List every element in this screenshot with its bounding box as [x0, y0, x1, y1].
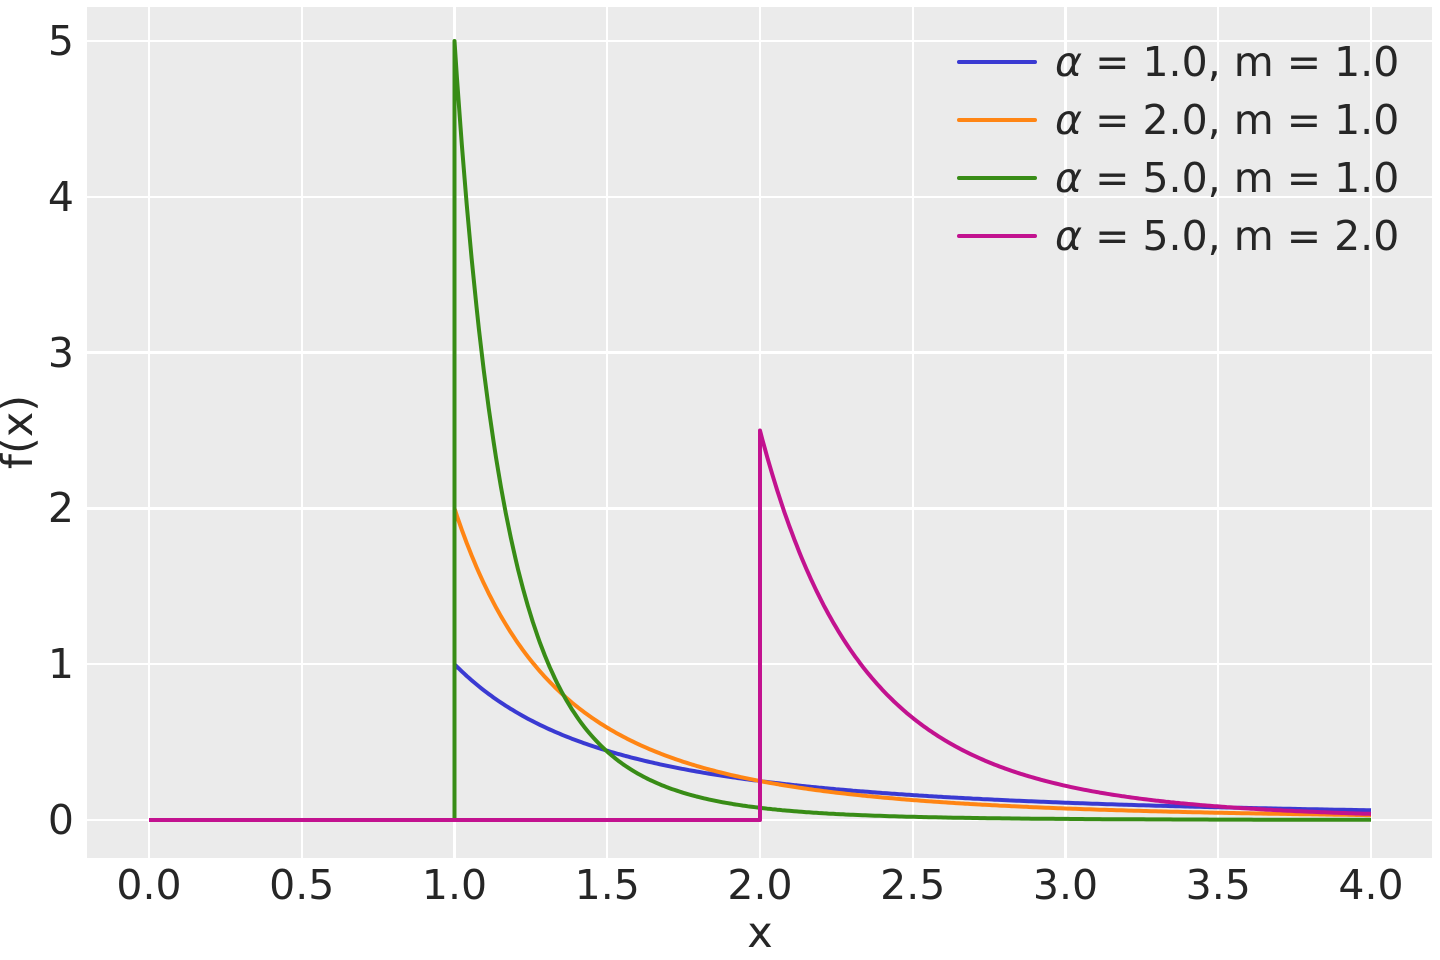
- curve-series-3: [149, 428, 1372, 822]
- gridline-y-5: [87, 39, 1432, 43]
- legend: α = 1.0, m = 1.0 α = 2.0, m = 1.0 α = 5.0,…: [957, 33, 1399, 265]
- y-tick-label-4: 4: [47, 172, 74, 221]
- plot-area: α = 1.0, m = 1.0 α = 2.0, m = 1.0 α = 5.0,…: [87, 7, 1432, 858]
- x-tick-label-1.5: 1.5: [574, 861, 640, 909]
- gridline-x-3: [1064, 7, 1067, 858]
- y-tick-label-5: 5: [47, 17, 74, 65]
- x-tick-label-4.0: 4.0: [1338, 861, 1404, 909]
- legend-line-swatch-1: [957, 117, 1037, 123]
- legend-label-text: = 2.0, m = 1.0: [1082, 96, 1400, 144]
- x-axis-label: x: [747, 908, 773, 958]
- x-tick-label-1.0: 1.0: [421, 861, 488, 909]
- alpha-symbol: α: [1055, 96, 1083, 144]
- x-tick-label-0.0: 0.0: [116, 861, 182, 909]
- x-tick-label-0.5: 0.5: [269, 861, 335, 909]
- legend-item-3: α = 5.0, m = 2.0: [957, 207, 1399, 265]
- legend-line-swatch-2: [957, 175, 1037, 181]
- y-tick-label-2: 2: [47, 484, 74, 533]
- gridline-x-3.5: [1217, 7, 1220, 858]
- curve-series-1: [149, 506, 1371, 822]
- curve-series-2: [149, 39, 1371, 822]
- y-tick-label-0: 0: [47, 796, 74, 844]
- gridline-x-2.5: [911, 7, 914, 858]
- legend-label-1: α = 2.0, m = 1.0: [1055, 98, 1399, 142]
- x-tick-label-2.5: 2.5: [880, 861, 946, 909]
- x-tick-label-3.0: 3.0: [1032, 861, 1099, 909]
- y-tick-label-1: 1: [47, 640, 74, 689]
- gridline-x-1.5: [606, 7, 609, 858]
- legend-line-swatch-0: [957, 59, 1037, 65]
- gridline-y-4: [87, 195, 1432, 198]
- gridline-y-3: [87, 351, 1432, 354]
- gridline-x-0.5: [300, 7, 303, 858]
- legend-item-1: α = 2.0, m = 1.0: [957, 91, 1399, 149]
- legend-item-0: α = 1.0, m = 1.0: [957, 33, 1399, 91]
- legend-label-text: = 5.0, m = 2.0: [1082, 212, 1400, 260]
- y-axis-label: f(x): [0, 394, 43, 470]
- y-tick-label-3: 3: [47, 328, 74, 377]
- legend-label-2: α = 5.0, m = 1.0: [1055, 156, 1399, 200]
- legend-line-swatch-3: [957, 233, 1037, 239]
- alpha-symbol: α: [1055, 38, 1083, 86]
- x-tick-label-2.0: 2.0: [727, 861, 793, 909]
- curves-svg: [149, 39, 1372, 822]
- alpha-symbol: α: [1055, 154, 1083, 202]
- legend-label-text: = 5.0, m = 1.0: [1082, 154, 1400, 202]
- alpha-symbol: α: [1055, 212, 1083, 260]
- x-tick-label-3.5: 3.5: [1185, 861, 1251, 909]
- legend-label-3: α = 5.0, m = 2.0: [1055, 214, 1399, 258]
- legend-label-0: α = 1.0, m = 1.0: [1055, 40, 1399, 84]
- gridline-x-4: [1369, 7, 1373, 858]
- legend-item-2: α = 5.0, m = 1.0: [957, 149, 1399, 207]
- legend-label-text: = 1.0, m = 1.0: [1082, 38, 1400, 86]
- gridline-x-0: [147, 7, 151, 858]
